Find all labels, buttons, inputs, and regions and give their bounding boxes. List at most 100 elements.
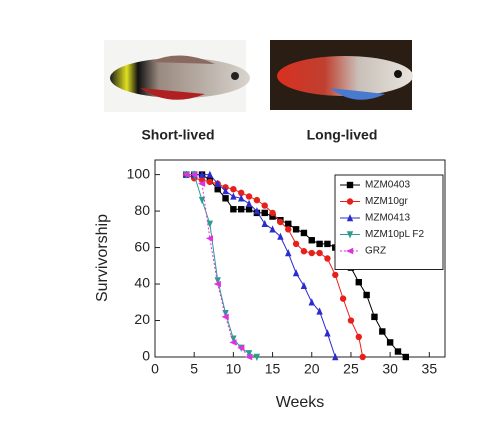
marker bbox=[269, 209, 276, 217]
caption: Long-lived bbox=[307, 127, 378, 143]
marker bbox=[245, 206, 253, 213]
marker bbox=[238, 206, 245, 213]
marker bbox=[261, 209, 268, 217]
marker bbox=[394, 348, 402, 355]
marker bbox=[269, 225, 276, 233]
marker bbox=[346, 247, 354, 255]
marker bbox=[308, 237, 315, 244]
y-tick-label: 60 bbox=[134, 238, 150, 254]
marker bbox=[355, 279, 362, 286]
series-line bbox=[186, 174, 258, 358]
marker bbox=[292, 240, 300, 248]
caption: Short-lived bbox=[141, 127, 214, 143]
marker bbox=[316, 240, 323, 248]
marker bbox=[214, 277, 221, 285]
series-line bbox=[186, 174, 336, 358]
marker bbox=[245, 193, 253, 200]
marker bbox=[285, 249, 292, 257]
y-axis-label: Survivorship bbox=[94, 214, 111, 302]
marker bbox=[238, 194, 245, 202]
marker bbox=[324, 255, 331, 262]
x-tick-label: 15 bbox=[265, 361, 281, 377]
marker bbox=[245, 353, 253, 361]
marker bbox=[363, 291, 370, 299]
marker bbox=[346, 231, 354, 239]
marker bbox=[261, 202, 268, 209]
marker bbox=[379, 328, 386, 335]
x-tick-label: 30 bbox=[382, 361, 398, 377]
marker bbox=[205, 235, 214, 242]
marker bbox=[285, 220, 292, 228]
marker bbox=[230, 192, 237, 200]
marker bbox=[346, 214, 354, 222]
marker bbox=[253, 207, 261, 215]
marker bbox=[339, 295, 347, 302]
marker bbox=[253, 196, 261, 204]
marker bbox=[206, 170, 214, 178]
marker bbox=[230, 206, 237, 213]
marker bbox=[214, 185, 221, 193]
marker bbox=[221, 313, 229, 321]
marker bbox=[402, 353, 410, 361]
marker bbox=[346, 181, 354, 189]
legend-label: MZM10gr bbox=[365, 196, 408, 207]
marker bbox=[292, 226, 300, 233]
x-tick-label: 25 bbox=[343, 361, 359, 377]
marker bbox=[190, 171, 198, 178]
photo-long-lived bbox=[270, 40, 413, 110]
y-tick-label: 100 bbox=[127, 165, 151, 181]
y-tick-label: 80 bbox=[134, 202, 150, 218]
marker bbox=[182, 171, 190, 178]
marker bbox=[308, 298, 315, 306]
marker bbox=[332, 271, 339, 279]
series-line bbox=[186, 174, 250, 358]
marker bbox=[308, 249, 315, 257]
marker bbox=[347, 317, 355, 324]
marker bbox=[253, 353, 261, 361]
marker bbox=[245, 199, 253, 207]
marker bbox=[198, 180, 206, 187]
marker bbox=[206, 220, 214, 228]
marker bbox=[285, 226, 292, 233]
marker bbox=[316, 249, 323, 257]
legend-label: GRZ bbox=[365, 246, 386, 257]
legend-label: MZM10pL F2 bbox=[365, 229, 425, 240]
marker bbox=[198, 196, 206, 205]
marker bbox=[300, 229, 308, 237]
marker bbox=[277, 232, 284, 240]
marker bbox=[214, 179, 221, 187]
marker bbox=[269, 213, 276, 220]
marker bbox=[222, 187, 229, 195]
marker bbox=[261, 219, 268, 228]
marker bbox=[222, 195, 229, 202]
y-tick-label: 0 bbox=[142, 348, 150, 364]
marker bbox=[277, 218, 284, 226]
marker bbox=[238, 189, 245, 197]
x-tick-label: 20 bbox=[304, 361, 320, 377]
x-tick-label: 35 bbox=[422, 361, 438, 377]
x-tick-label: 0 bbox=[151, 361, 159, 377]
x-axis-label: Weeks bbox=[276, 394, 325, 411]
marker bbox=[198, 170, 206, 178]
marker bbox=[371, 313, 378, 321]
legend-label: MZM0403 bbox=[365, 180, 410, 191]
x-tick-label: 5 bbox=[190, 361, 198, 377]
legend-label: MZM0413 bbox=[365, 213, 410, 224]
marker bbox=[229, 339, 237, 346]
marker bbox=[355, 333, 362, 341]
marker bbox=[359, 353, 366, 361]
marker bbox=[300, 248, 308, 255]
marker bbox=[237, 344, 245, 352]
y-tick-label: 40 bbox=[134, 275, 150, 291]
marker bbox=[316, 307, 323, 315]
marker bbox=[332, 353, 339, 361]
marker bbox=[324, 240, 331, 248]
marker bbox=[206, 178, 214, 186]
plot-frame bbox=[154, 159, 446, 358]
marker bbox=[300, 281, 308, 290]
marker bbox=[386, 339, 394, 346]
marker bbox=[292, 269, 300, 277]
marker bbox=[213, 280, 221, 288]
